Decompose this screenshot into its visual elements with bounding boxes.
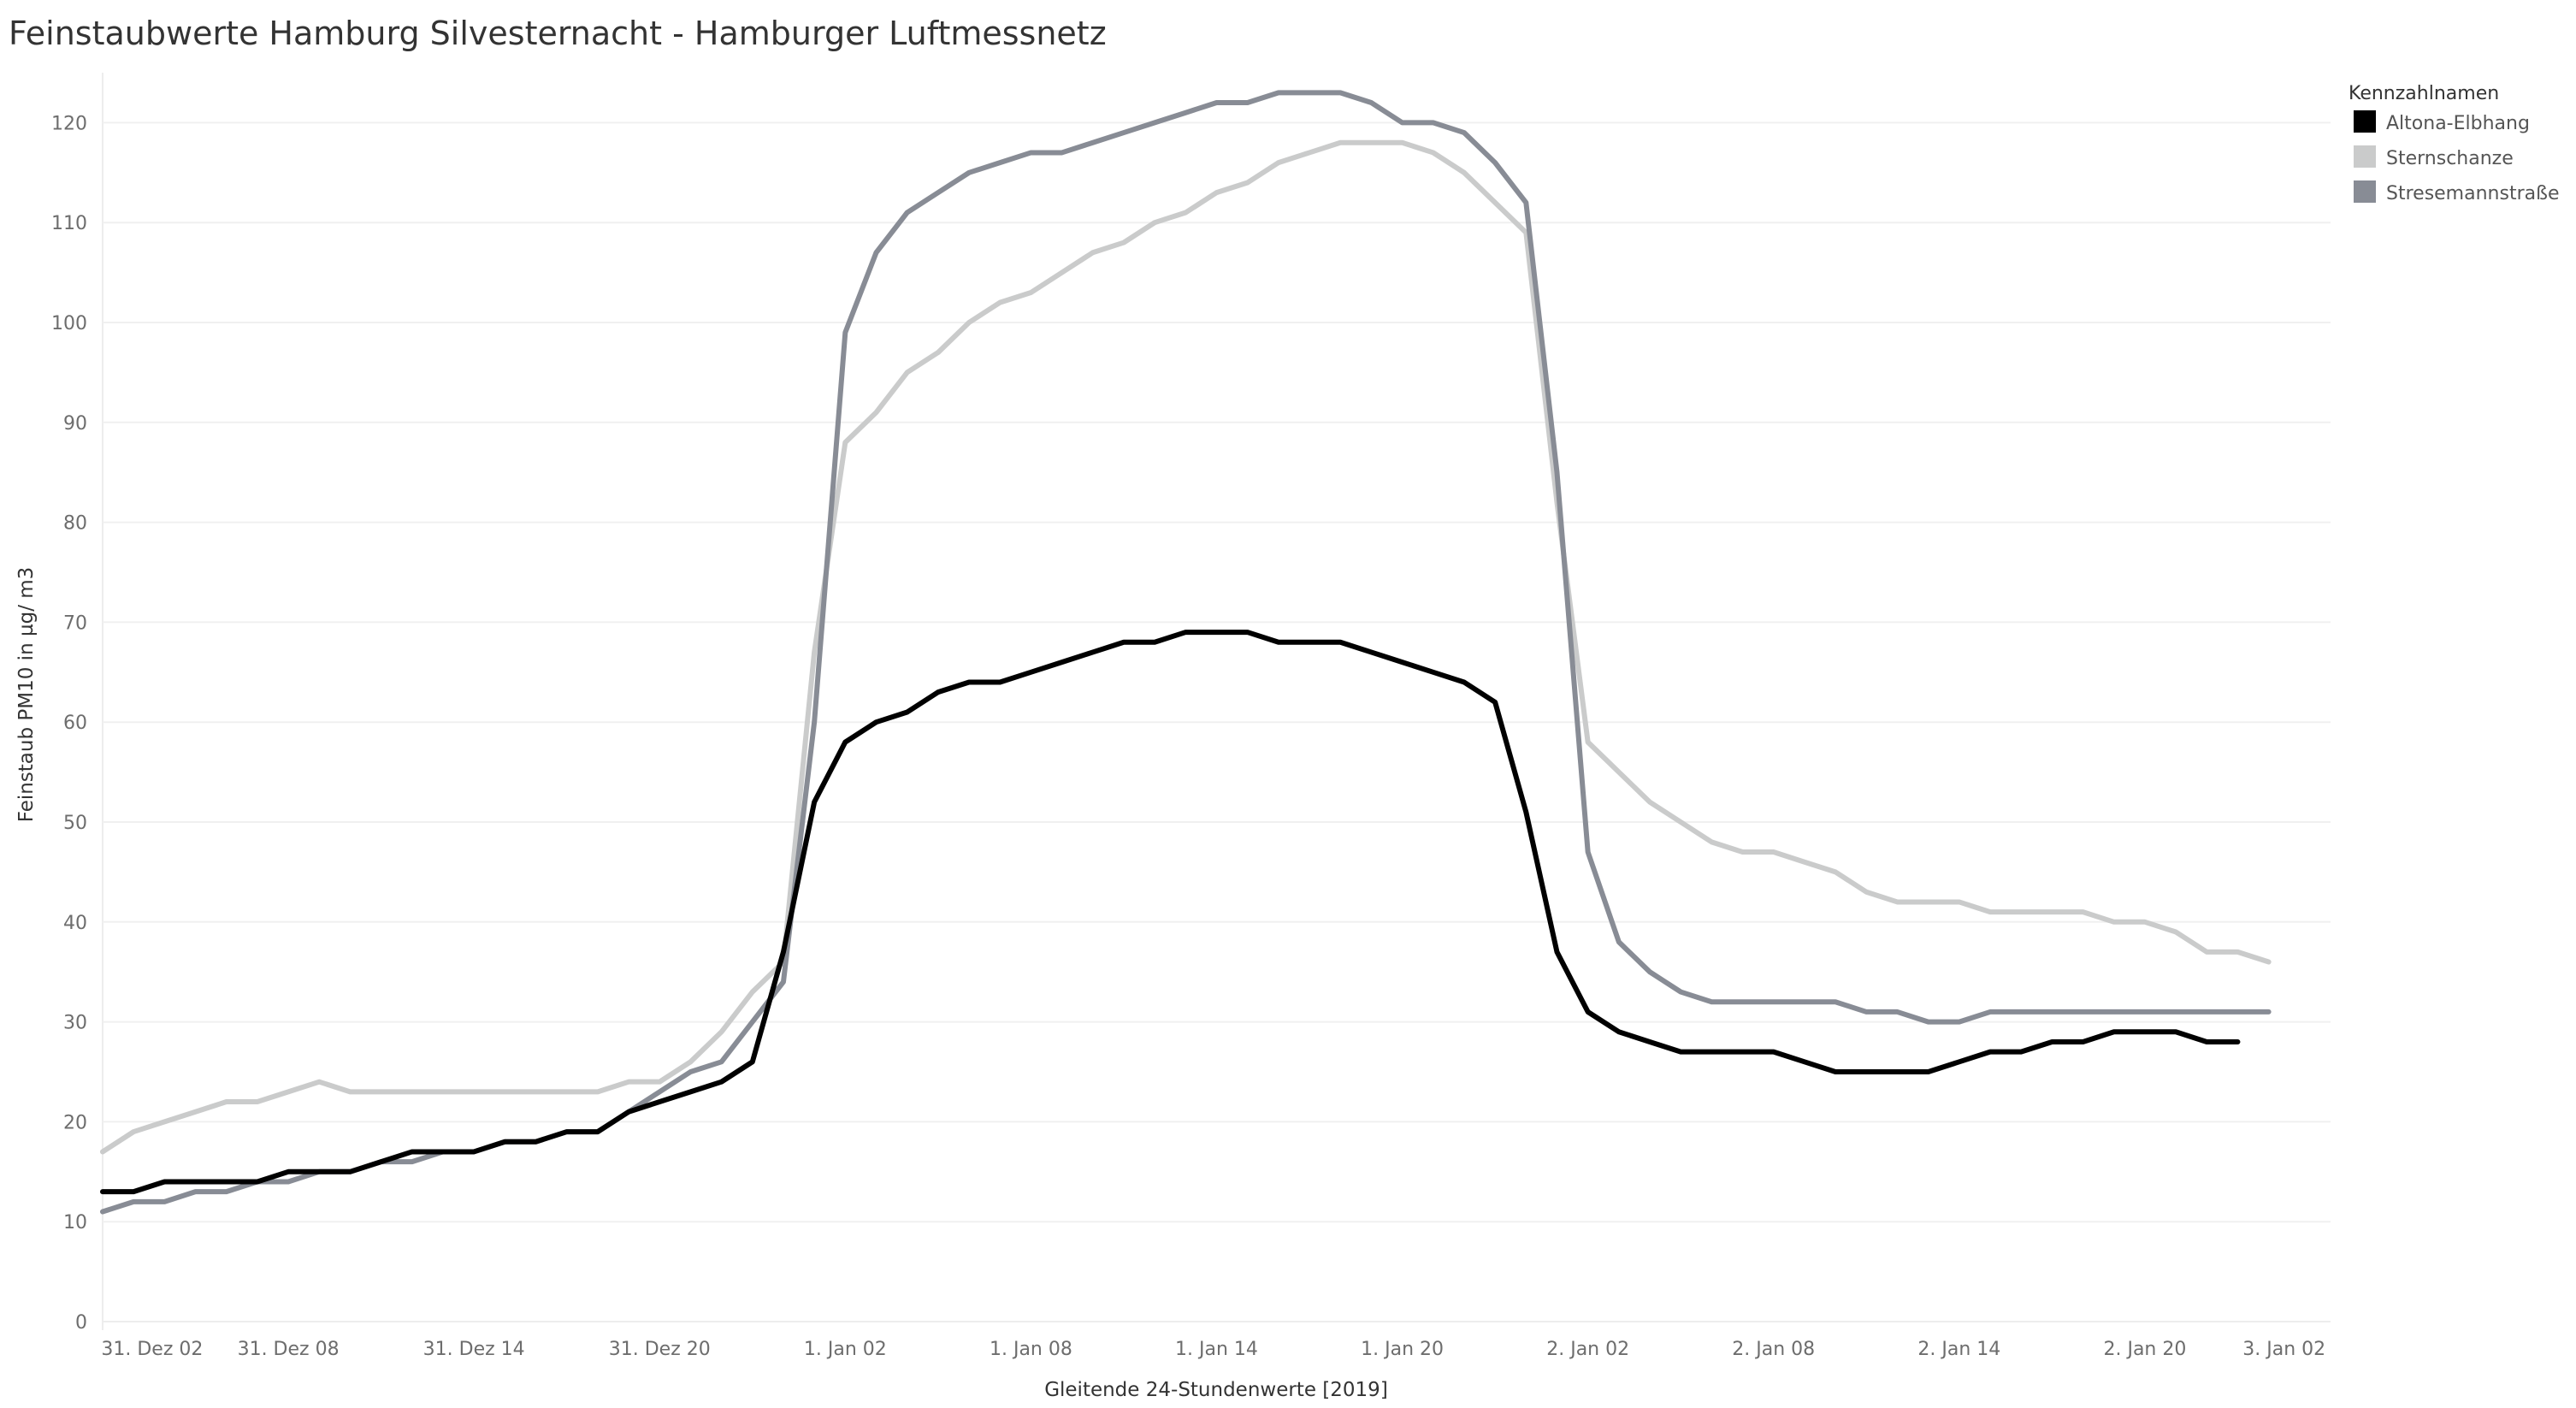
legend-label: Stresemannstraße — [2386, 183, 2560, 204]
y-tick-label: 120 — [51, 113, 87, 134]
series-lines — [100, 90, 2272, 1215]
x-tick-label: 2. Jan 20 — [2103, 1339, 2186, 1360]
x-tick-label: 1. Jan 14 — [1175, 1339, 1258, 1360]
x-tick-label: 3. Jan 02 — [2242, 1339, 2325, 1360]
y-tick-label: 70 — [63, 612, 87, 634]
y-tick-label: 50 — [63, 813, 87, 834]
legend: Kennzahlnamen Altona-Elbhang Sternschanze… — [2349, 83, 2560, 204]
series-line-sternschanze — [100, 139, 2272, 1155]
x-tick-label: 2. Jan 14 — [1917, 1339, 2000, 1360]
y-tick-label: 10 — [63, 1212, 87, 1233]
x-tick-label: 2. Jan 08 — [1732, 1339, 1815, 1360]
x-axis-title: Gleitende 24-Stundenwerte [2019] — [1044, 1379, 1388, 1401]
x-tick-label: 31. Dez 02 — [101, 1339, 203, 1360]
y-tick-label: 100 — [51, 313, 87, 334]
y-tick-label: 110 — [51, 213, 87, 234]
y-axis-ticks: 0 10 20 30 40 50 60 70 80 90 100 110 120 — [51, 113, 87, 1334]
y-axis-title: Feinstaub PM10 in µg/ m3 — [15, 567, 38, 823]
y-tick-label: 90 — [63, 413, 87, 435]
chart-title: Feinstaubwerte Hamburg Silvesternacht - … — [9, 15, 1107, 52]
y-tick-label: 20 — [63, 1112, 87, 1133]
x-tick-label: 1. Jan 20 — [1361, 1339, 1444, 1360]
x-tick-label: 31. Dez 08 — [238, 1339, 340, 1360]
legend-items: Altona-Elbhang Sternschanze Stresemannstra… — [2354, 110, 2560, 204]
x-tick-label: 1. Jan 02 — [804, 1339, 887, 1360]
series-line-altona-elbhang — [100, 630, 2241, 1195]
y-tick-label: 30 — [63, 1013, 87, 1034]
legend-swatch — [2354, 145, 2376, 168]
y-tick-label: 60 — [63, 713, 87, 734]
x-axis-ticks: 31. Dez 02 31. Dez 08 31. Dez 14 31. Dez 20… — [101, 1339, 2325, 1360]
y-tick-label: 80 — [63, 513, 87, 535]
legend-title: Kennzahlnamen — [2349, 83, 2499, 104]
legend-label: Altona-Elbhang — [2386, 113, 2530, 134]
legend-swatch — [2354, 110, 2376, 133]
legend-swatch — [2354, 180, 2376, 203]
grid-lines — [102, 73, 2331, 1330]
x-tick-label: 31. Dez 14 — [423, 1339, 525, 1360]
x-tick-label: 2. Jan 02 — [1546, 1339, 1629, 1360]
y-tick-label: 40 — [63, 913, 87, 934]
y-tick-label: 0 — [75, 1312, 87, 1334]
x-tick-label: 1. Jan 08 — [990, 1339, 1072, 1360]
legend-label: Sternschanze — [2386, 148, 2514, 169]
x-tick-label: 31. Dez 20 — [609, 1339, 711, 1360]
series-line-stresemannstra-e — [100, 90, 2272, 1215]
